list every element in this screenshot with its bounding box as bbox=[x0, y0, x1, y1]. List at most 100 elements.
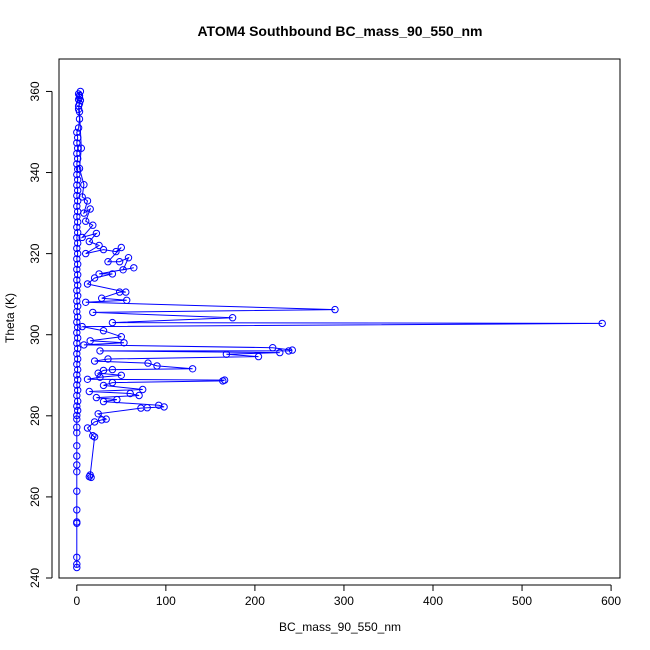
data-point bbox=[96, 373, 104, 381]
chart-title: ATOM4 Southbound BC_mass_90_550_nm bbox=[197, 23, 482, 39]
data-point bbox=[188, 365, 197, 373]
data-point bbox=[74, 228, 82, 237]
data-point bbox=[94, 410, 102, 418]
data-point bbox=[73, 518, 81, 526]
data-point bbox=[90, 433, 99, 441]
data-point bbox=[123, 296, 131, 304]
data-point bbox=[73, 452, 81, 460]
data-point bbox=[120, 339, 128, 347]
data-point bbox=[82, 249, 90, 258]
data-point bbox=[90, 274, 99, 282]
data-point bbox=[102, 415, 110, 423]
data-point bbox=[74, 292, 82, 300]
data-point bbox=[74, 334, 82, 342]
data-point bbox=[73, 411, 81, 420]
x-axis: 0 100 200 300 400 500 600 bbox=[73, 584, 621, 608]
data-point bbox=[160, 403, 168, 411]
data-point bbox=[89, 221, 97, 229]
data-point bbox=[74, 344, 82, 353]
data-point bbox=[115, 288, 124, 296]
data-point bbox=[74, 406, 82, 415]
data-point bbox=[73, 265, 81, 274]
data-point bbox=[135, 391, 143, 400]
data-point bbox=[119, 266, 127, 274]
data-point bbox=[78, 233, 86, 242]
data-point bbox=[73, 297, 81, 305]
data-point bbox=[74, 386, 82, 394]
data-point bbox=[85, 472, 94, 481]
data-point bbox=[74, 90, 83, 98]
data-point bbox=[73, 276, 81, 284]
data-point bbox=[75, 164, 84, 173]
data-point bbox=[74, 197, 82, 205]
data-point bbox=[124, 254, 133, 262]
data-point bbox=[228, 314, 237, 322]
data-point bbox=[73, 429, 81, 437]
y-tick-label: 260 bbox=[28, 487, 42, 507]
data-point bbox=[117, 371, 126, 379]
data-point bbox=[108, 378, 117, 387]
data-point bbox=[75, 93, 84, 102]
data-point bbox=[74, 155, 82, 163]
data-point bbox=[74, 365, 82, 374]
data-point bbox=[75, 108, 84, 116]
data-point bbox=[73, 381, 81, 389]
data-point bbox=[73, 286, 81, 295]
data-point bbox=[73, 371, 81, 379]
data-point bbox=[73, 506, 81, 514]
data-point bbox=[86, 205, 94, 213]
y-axis: 240 260 280 300 320 340 360 bbox=[28, 81, 53, 588]
data-point bbox=[78, 193, 86, 201]
data-point bbox=[74, 313, 82, 321]
x-tick-label: 200 bbox=[245, 594, 265, 608]
data-point bbox=[276, 348, 284, 357]
data-point bbox=[73, 339, 81, 347]
x-tick-label: 0 bbox=[73, 594, 80, 608]
data-point bbox=[73, 202, 81, 210]
data-point bbox=[83, 280, 92, 288]
data-point bbox=[139, 385, 147, 394]
data-point bbox=[144, 359, 152, 367]
data-point bbox=[75, 115, 84, 123]
data-point bbox=[222, 350, 231, 358]
data-point bbox=[83, 424, 92, 432]
data-point bbox=[74, 271, 82, 279]
data-point bbox=[92, 393, 101, 402]
data-point bbox=[130, 264, 138, 272]
data-point bbox=[113, 395, 121, 404]
data-point bbox=[126, 389, 134, 398]
data-point bbox=[89, 308, 97, 317]
data-point bbox=[73, 170, 81, 179]
data-point bbox=[73, 360, 81, 368]
data-point bbox=[99, 381, 108, 390]
data-point bbox=[254, 352, 263, 361]
data-point bbox=[74, 218, 82, 226]
data-point bbox=[74, 144, 82, 152]
x-tick-label: 400 bbox=[423, 594, 443, 608]
data-point bbox=[219, 377, 227, 385]
data-point bbox=[96, 347, 104, 355]
x-tick-label: 500 bbox=[512, 594, 532, 608]
y-tick-label: 240 bbox=[28, 568, 42, 588]
data-point bbox=[73, 329, 81, 337]
data-point bbox=[75, 91, 84, 100]
series-line bbox=[76, 91, 603, 568]
data-point bbox=[108, 365, 117, 374]
data-point bbox=[73, 402, 81, 410]
plot-frame bbox=[58, 58, 621, 579]
data-point bbox=[80, 181, 88, 189]
data-point bbox=[73, 181, 81, 189]
data-point bbox=[108, 318, 117, 327]
y-axis-label: Theta (K) bbox=[3, 293, 17, 343]
data-point bbox=[73, 128, 81, 137]
data-point bbox=[90, 418, 99, 426]
data-point bbox=[137, 404, 145, 412]
data-point bbox=[117, 333, 126, 341]
data-point bbox=[73, 191, 81, 200]
data-point bbox=[73, 318, 81, 326]
data-point bbox=[73, 391, 81, 400]
data-point bbox=[98, 294, 106, 302]
data-point bbox=[89, 432, 97, 440]
data-point bbox=[112, 247, 120, 256]
data-point bbox=[73, 423, 81, 431]
